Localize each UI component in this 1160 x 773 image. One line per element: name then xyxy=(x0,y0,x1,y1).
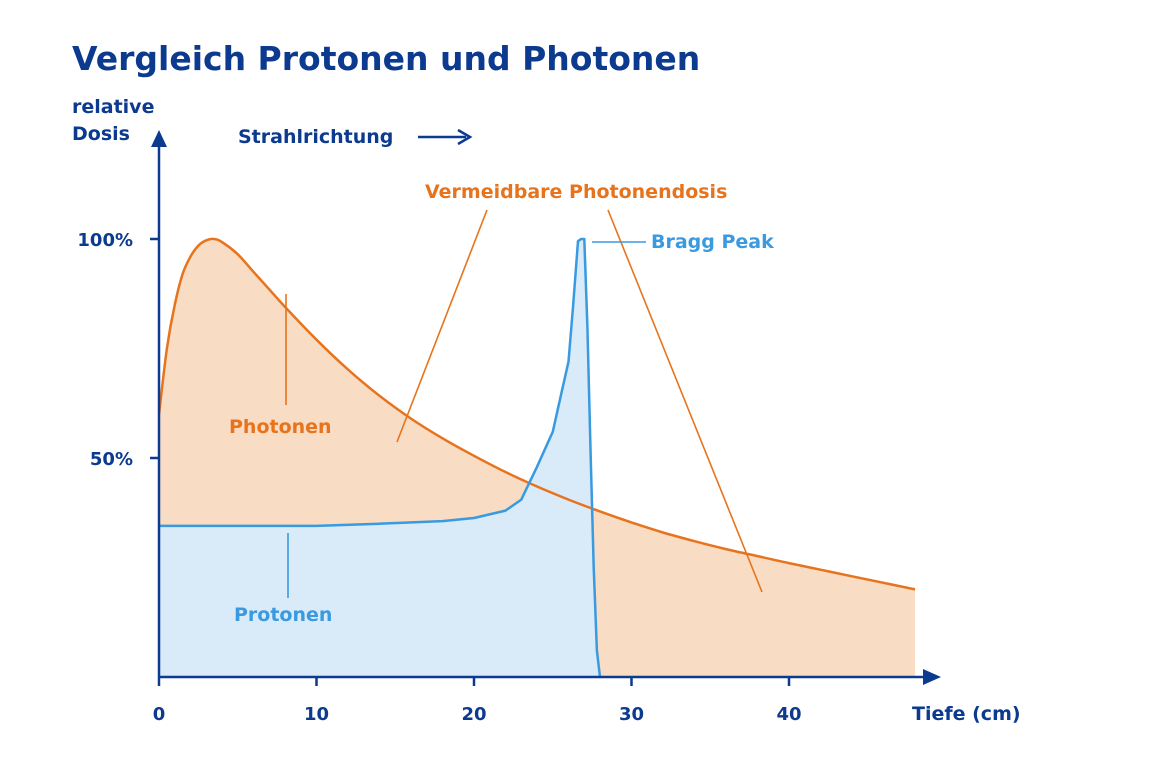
annotation-photonen: Photonen xyxy=(229,416,332,438)
x-axis xyxy=(159,669,941,685)
y-axis-label-line2: Dosis xyxy=(72,123,130,145)
chart-title: Vergleich Protonen und Photonen xyxy=(72,39,700,78)
leader-vermeidbare-right xyxy=(607,209,763,593)
x-tick-label: 30 xyxy=(619,704,644,725)
annotation-leaders xyxy=(285,209,763,598)
proton-line xyxy=(159,237,602,678)
y-axis-label-line1: relative xyxy=(72,96,154,118)
direction-arrow-icon xyxy=(418,128,473,146)
photon-line xyxy=(157,237,916,591)
annotation-bragg-peak: Bragg Peak xyxy=(651,231,774,253)
y-axis-arrow-icon xyxy=(151,130,167,147)
y-ticks: 50% 100% xyxy=(77,230,159,470)
x-ticks: 0 10 20 30 40 xyxy=(153,677,802,725)
y-tick-label: 50% xyxy=(90,449,133,470)
x-tick-label: 20 xyxy=(461,704,486,725)
x-tick-label: 0 xyxy=(153,704,166,725)
x-tick-label: 10 xyxy=(304,704,329,725)
leader-vermeidbare-left xyxy=(396,209,488,443)
proton-area xyxy=(159,239,600,677)
annotation-vermeidbare-photonendosis: Vermeidbare Photonendosis xyxy=(425,181,727,203)
y-axis xyxy=(151,130,167,677)
x-axis-arrow-icon xyxy=(923,669,941,685)
x-axis-label: Tiefe (cm) xyxy=(912,703,1021,725)
x-tick-label: 40 xyxy=(776,704,801,725)
direction-label: Strahlrichtung xyxy=(238,126,393,148)
annotation-protonen: Protonen xyxy=(234,604,332,626)
y-tick-label: 100% xyxy=(77,230,133,251)
